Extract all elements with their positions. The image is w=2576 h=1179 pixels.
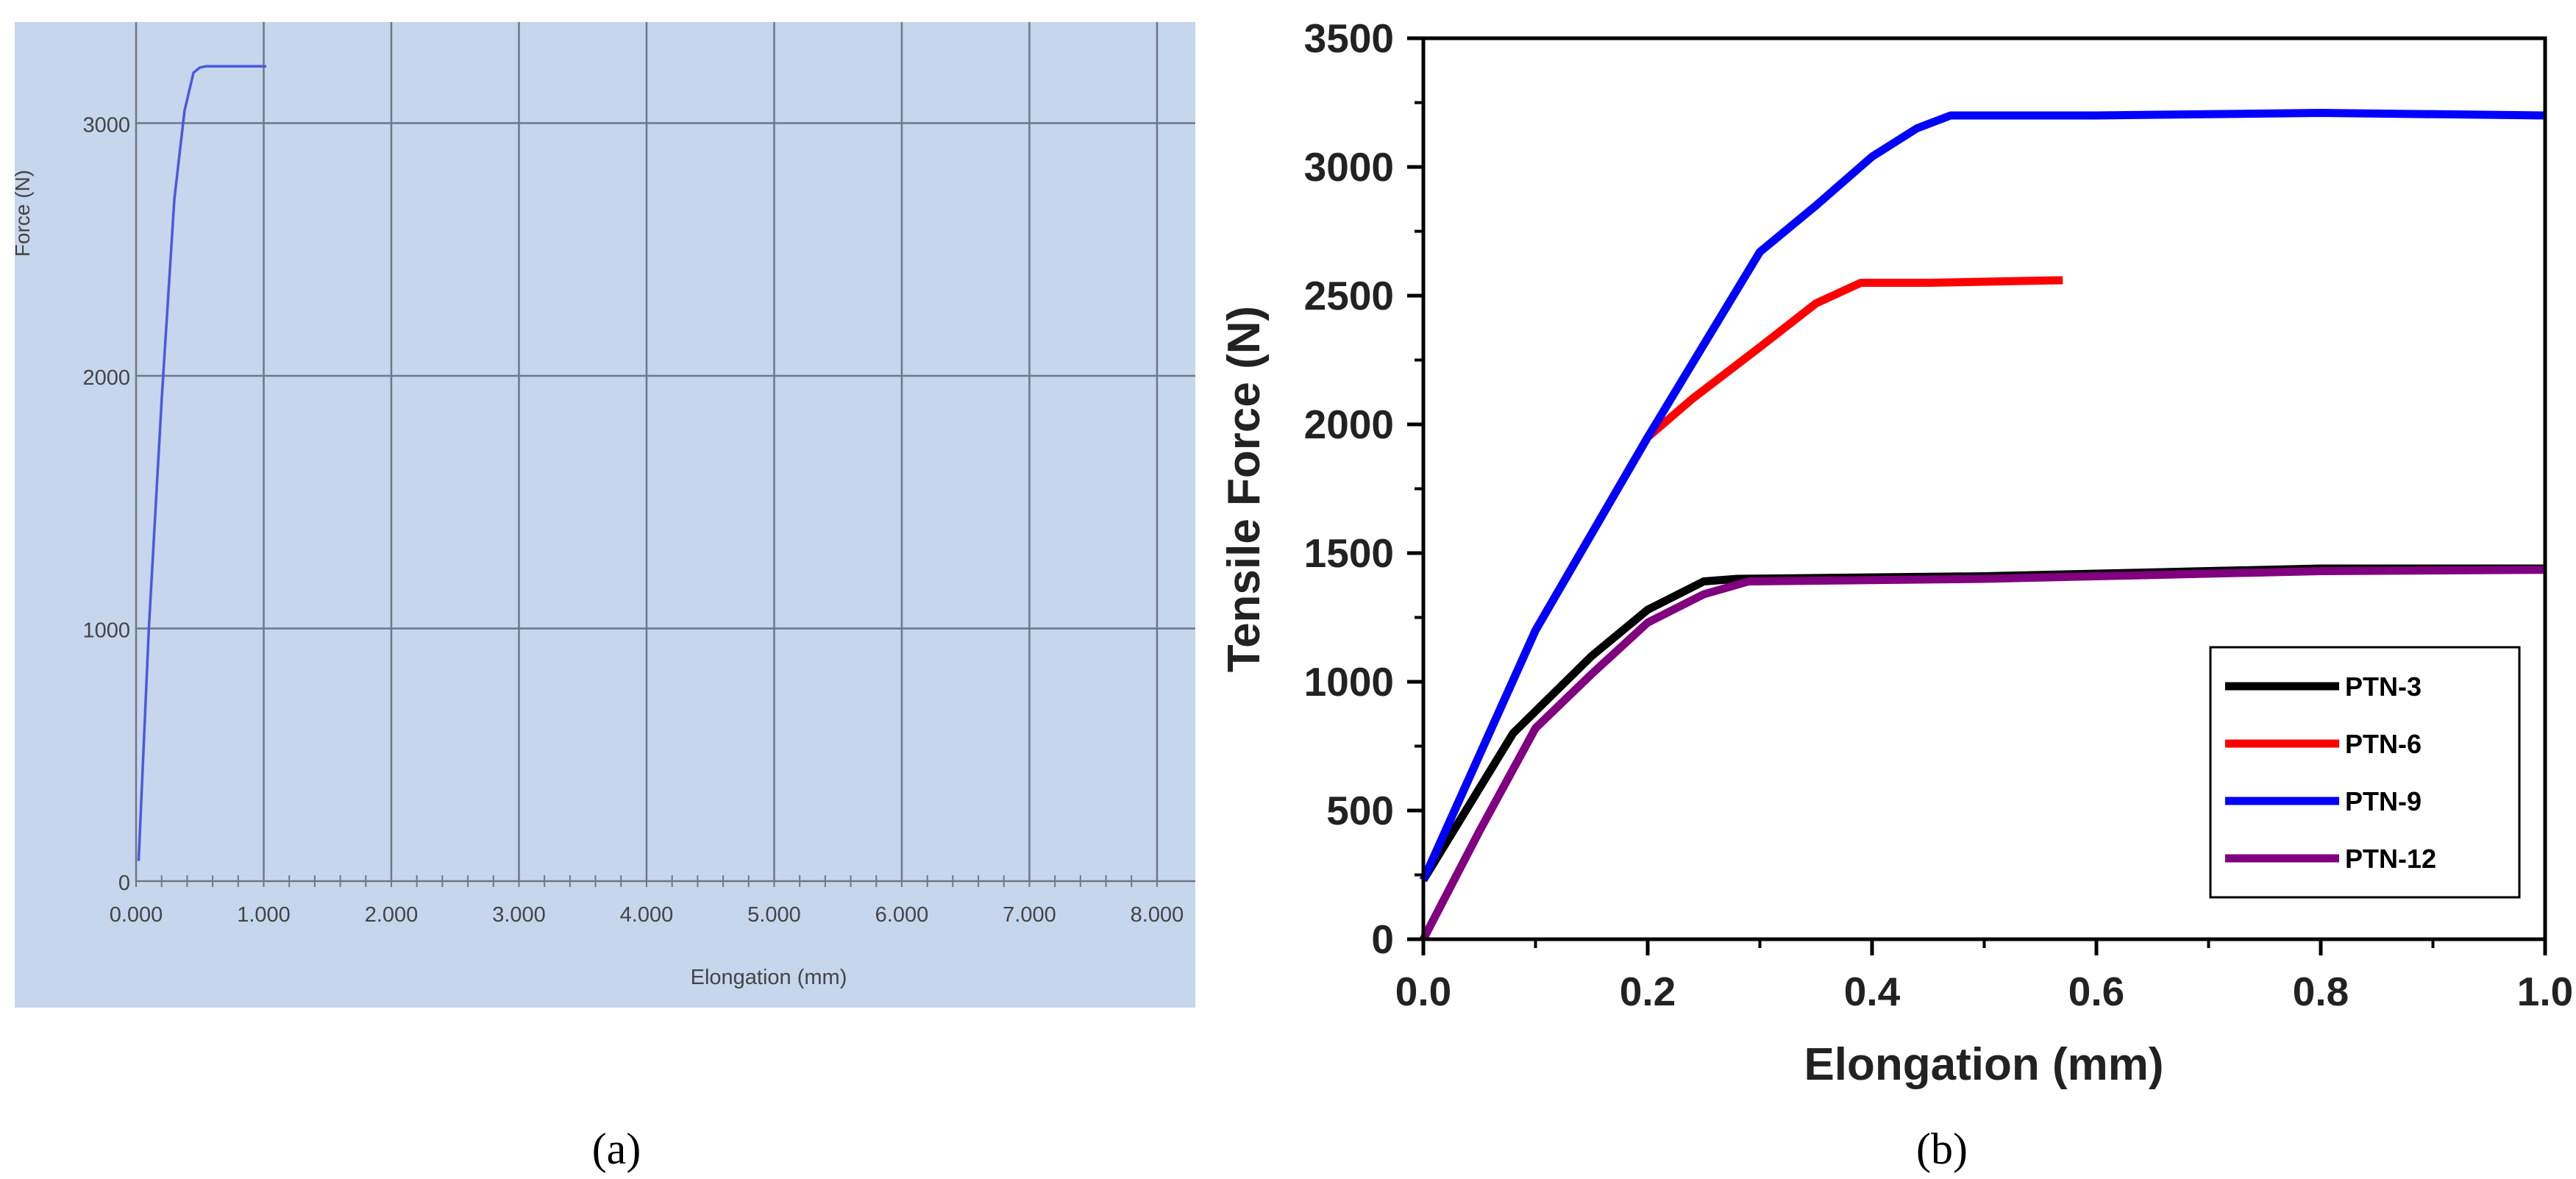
panel-b-y-tick-label: 1500	[1304, 530, 1394, 576]
panel-a-y-tick-label: 1000	[82, 619, 130, 642]
panel-a-x-tick-label: 6.000	[875, 903, 929, 927]
panel-a-y-tick-label: 0	[118, 872, 130, 895]
panel-b-legend: PTN-3 PTN-6 PTN-9 PTN-12	[2209, 646, 2521, 899]
panel-b-x-tick-label: 0.8	[2293, 969, 2349, 1014]
panel-b-y-tick-label: 3000	[1304, 144, 1394, 190]
caption-b: (b)	[1916, 1125, 1968, 1173]
legend-label-ptn-3: PTN-3	[2345, 672, 2422, 702]
panel-b-x-tick-label: 0.2	[1620, 969, 1676, 1014]
panel-a-x-tick-label: 8.000	[1131, 903, 1184, 927]
panel-a-grid	[135, 22, 1195, 887]
legend-label-ptn-9: PTN-9	[2345, 786, 2422, 816]
panel-a-x-tick-label: 5.000	[747, 903, 801, 927]
series-line-ptn-9	[1419, 109, 2546, 882]
panel-a-tick-labels: 0.000 1.000 2.000 3.000 4.000 5.000 6.000 7.000…	[82, 113, 1184, 927]
panel-b-y-tick-label: 3500	[1304, 15, 1394, 61]
panel-a-x-tick-label: 3.000	[492, 903, 546, 927]
caption-a: (a)	[592, 1125, 641, 1173]
panel-b-y-tick-label: 2000	[1304, 402, 1394, 447]
panel-a-chart: 0.000 1.000 2.000 3.000 4.000 5.000 6.000 7.000…	[11, 22, 1195, 1008]
panel-a-y-axis-label: Force (N)	[11, 170, 34, 257]
panel-a-y-tick-label: 2000	[82, 366, 130, 390]
panel-b-y-tick-label: 500	[1326, 788, 1394, 833]
panel-b-x-tick-label: 0.0	[1395, 969, 1451, 1014]
panel-b-y-tick-label: 1000	[1304, 659, 1394, 705]
panel-b-x-tick-label: 0.4	[1844, 969, 1901, 1014]
legend-label-ptn-6: PTN-6	[2345, 729, 2422, 759]
panel-a-series	[137, 65, 266, 861]
panel-a-x-axis-label: Elongation (mm)	[691, 966, 847, 989]
panel-a-x-tick-label: 2.000	[365, 903, 419, 927]
panel-a-x-tick-label: 7.000	[1003, 903, 1056, 927]
panel-a-x-tick-label: 1.000	[237, 903, 291, 927]
panel-b-ticks: 0.0 0.2 0.4 0.6 0.8 1.0 0 500 1000 1500 2000 2500 30…	[1304, 15, 2574, 1014]
panel-a-x-tick-label: 4.000	[620, 903, 674, 927]
panel-a-series-line	[137, 65, 266, 861]
panel-b-y-tick-label: 0	[1371, 916, 1394, 962]
legend-label-ptn-12: PTN-12	[2345, 844, 2436, 874]
panel-b-x-tick-label: 1.0	[2517, 969, 2573, 1014]
panel-a-background	[15, 22, 1195, 1008]
panel-b-y-tick-label: 2500	[1304, 273, 1394, 318]
panel-b-chart: 0.0 0.2 0.4 0.6 0.8 1.0 0 500 1000 1500 2000 2500 30…	[1219, 15, 2573, 1090]
panel-b-x-axis-label: Elongation (mm)	[1804, 1039, 2163, 1090]
panel-b-x-tick-label: 0.6	[2068, 969, 2124, 1014]
panel-b-series	[1419, 109, 2546, 941]
panel-a-x-tick-label: 0.000	[110, 903, 163, 927]
series-line-ptn-12	[1420, 566, 2546, 941]
panel-a-y-tick-label: 3000	[82, 113, 130, 137]
panel-b-y-axis-label: Tensile Force (N)	[1219, 306, 1270, 672]
